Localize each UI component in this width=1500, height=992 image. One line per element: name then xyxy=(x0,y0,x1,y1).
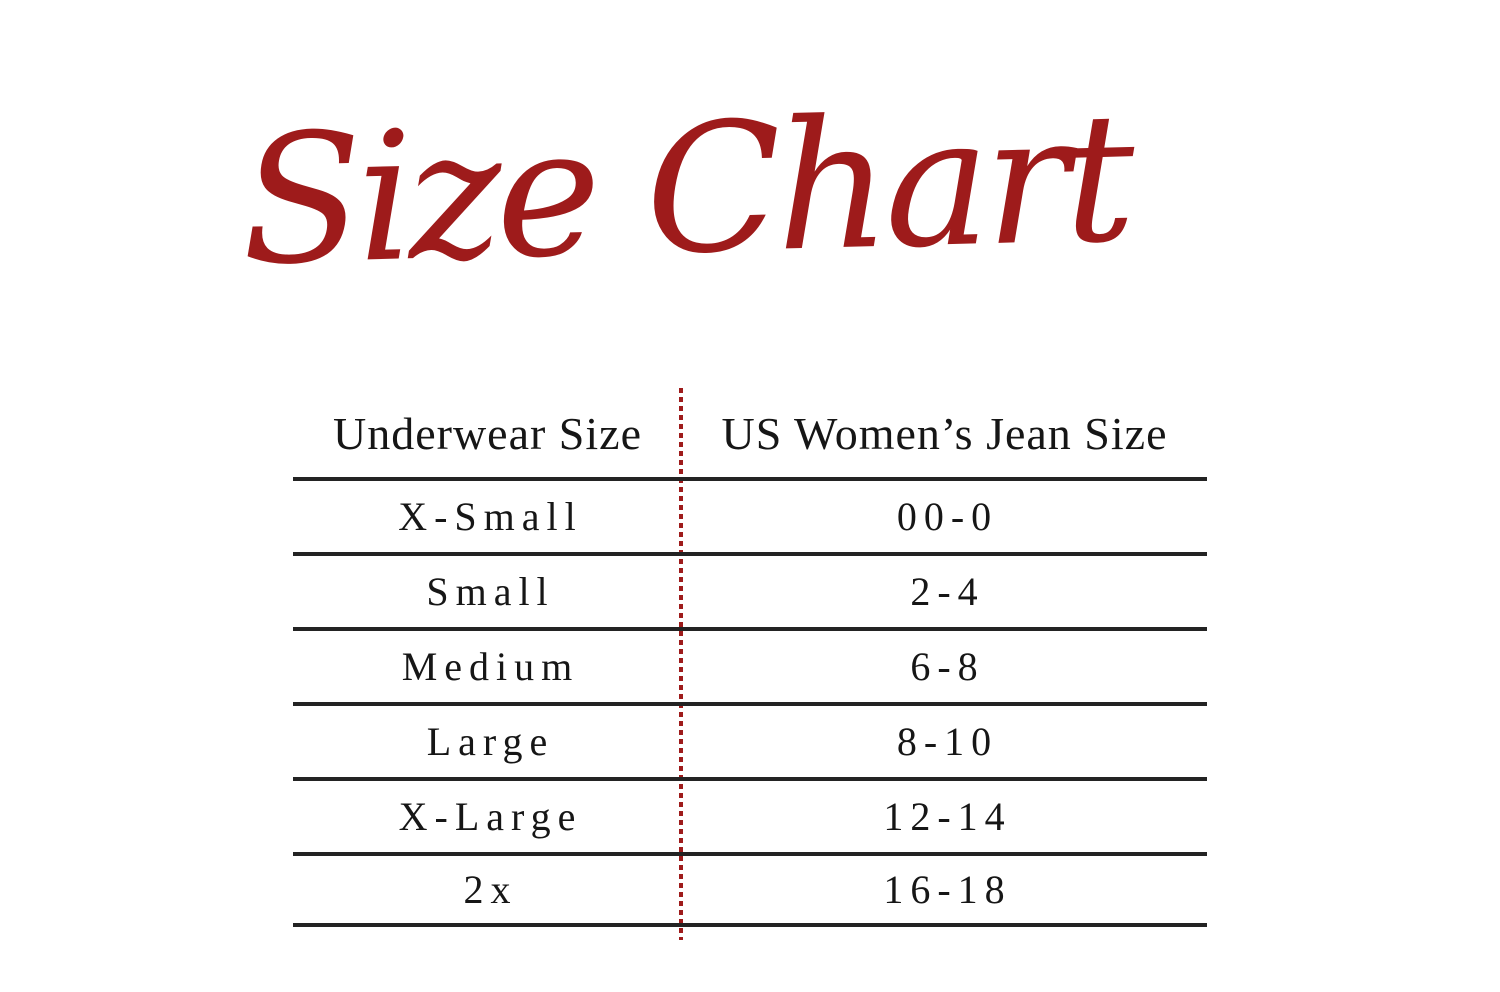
table-row-medium: Medium 6-8 xyxy=(293,627,1207,702)
jean-size-cell: 8-10 xyxy=(896,719,999,764)
table-row-small: Small 2-4 xyxy=(293,552,1207,627)
size-cell: X-Large xyxy=(398,794,583,839)
header-row: Underwear Size US Women’s Jean Size xyxy=(293,390,1207,477)
size-cell: Large xyxy=(426,719,555,764)
jean-size-cell: 6-8 xyxy=(910,644,985,689)
page-title: Size Chart xyxy=(238,74,1132,305)
jean-size-cell: 00-0 xyxy=(896,494,999,539)
table-row-x-large: X-Large 12-14 xyxy=(293,777,1207,852)
size-cell: X-Small xyxy=(398,494,583,539)
size-table: Underwear Size US Women’s Jean Size X-Sm… xyxy=(293,388,1207,940)
column-header-underwear-size: Underwear Size xyxy=(332,408,643,459)
size-cell: 2x xyxy=(463,867,518,912)
size-cell: Medium xyxy=(401,644,580,689)
jean-size-cell: 2-4 xyxy=(910,569,985,614)
jean-size-cell: 16-18 xyxy=(883,867,1012,912)
table-row-x-small: X-Small 00-0 xyxy=(293,477,1207,552)
column-header-jean-size: US Women’s Jean Size xyxy=(721,408,1168,459)
column-divider-dotted-line xyxy=(679,388,683,940)
table-row-2x: 2x 16-18 xyxy=(293,852,1207,927)
jean-size-cell: 12-14 xyxy=(883,794,1012,839)
size-cell: Small xyxy=(426,569,555,614)
table-row-large: Large 8-10 xyxy=(293,702,1207,777)
